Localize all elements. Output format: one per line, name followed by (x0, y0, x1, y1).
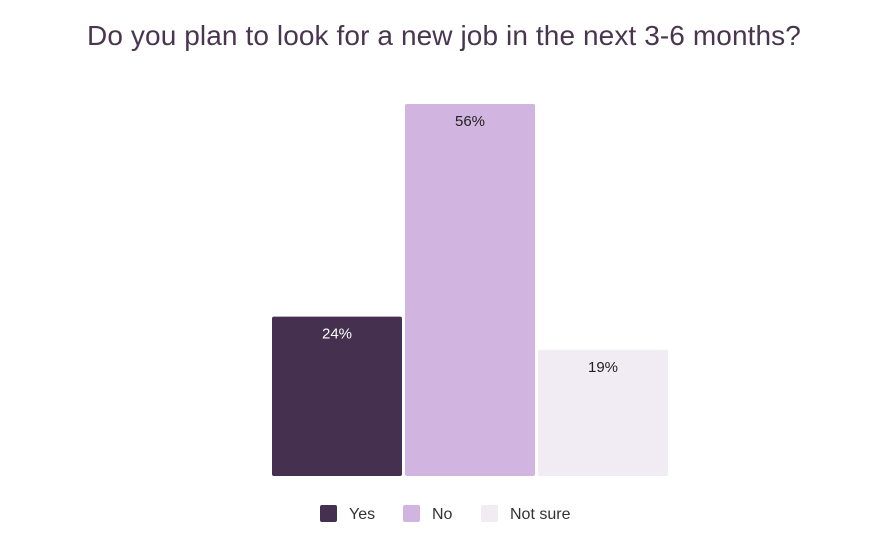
legend-swatch-yes (320, 505, 337, 522)
data-labels-layer: 24% 56% 19% (322, 113, 618, 376)
legend-label-yes: Yes (349, 506, 375, 523)
legend-label-no: No (432, 506, 453, 523)
bar-not-sure (538, 349, 668, 476)
data-label-not-sure: 19% (588, 359, 618, 376)
data-label-yes: 24% (322, 326, 352, 343)
bar-no (405, 104, 535, 476)
legend: Yes No Not sure (320, 505, 571, 523)
chart-title: Do you plan to look for a new job in the… (87, 20, 801, 51)
legend-label-not-sure: Not sure (510, 506, 571, 523)
bar-yes (272, 316, 402, 476)
bars-layer (272, 104, 668, 476)
legend-swatch-no (403, 505, 420, 522)
legend-swatch-not-sure (481, 505, 498, 522)
data-label-no: 56% (455, 113, 485, 130)
